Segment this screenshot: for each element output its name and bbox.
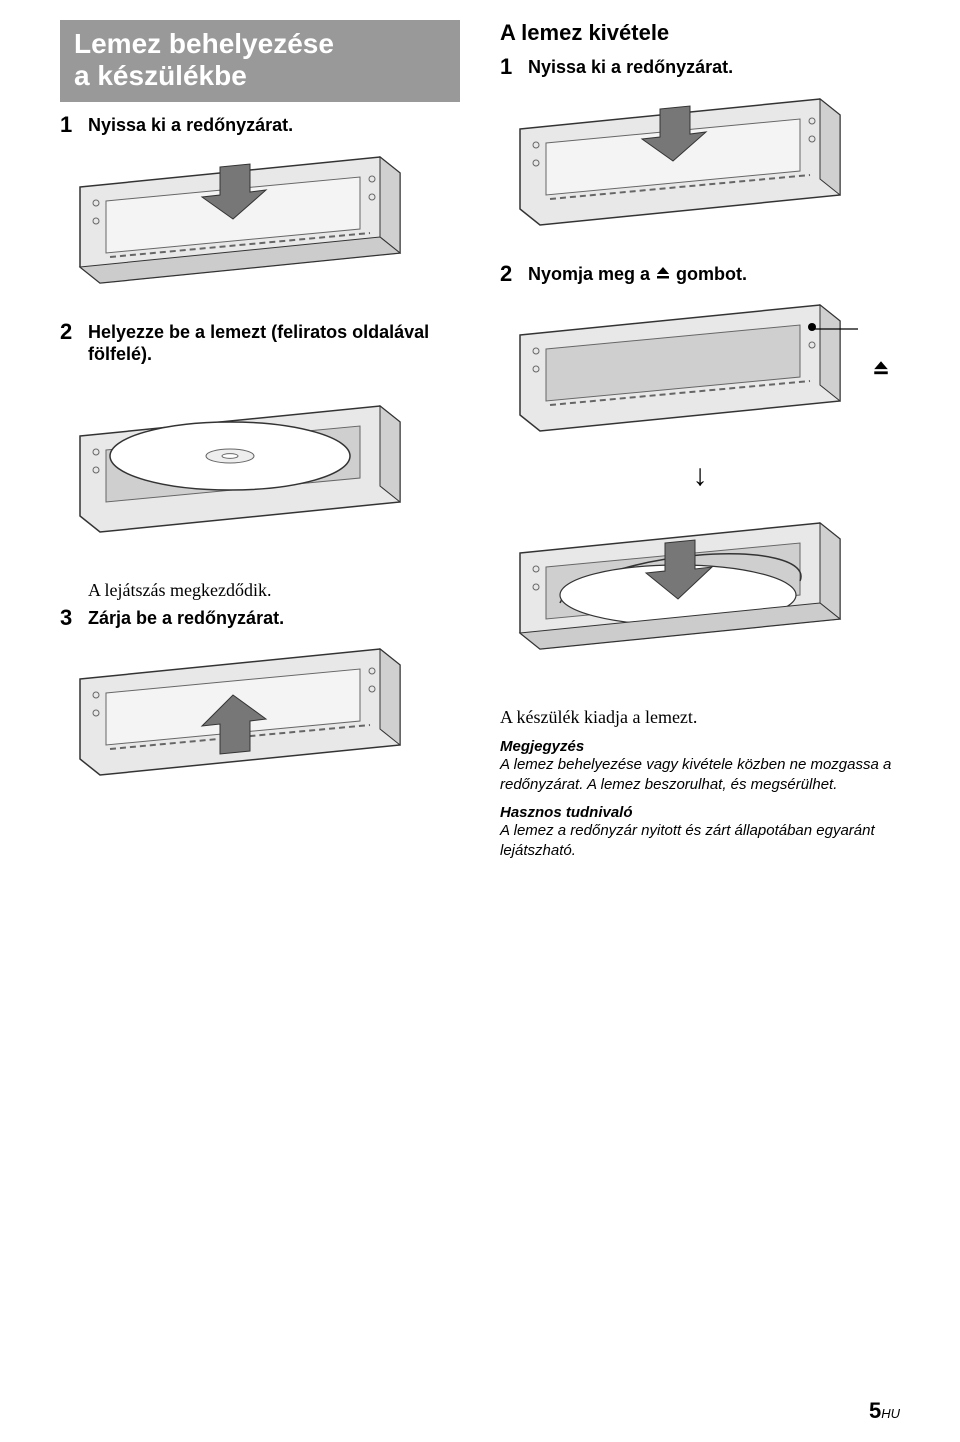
step-number: 2 [500,263,518,285]
left-step-2: 2 Helyezze be a lemezt (feliratos oldalá… [60,321,460,366]
device-illustration-disc-ejecting [500,503,900,683]
device-illustration-insert-disc [60,376,460,556]
step-number: 3 [60,607,78,629]
step-text: Nyissa ki a redőnyzárat. [528,56,733,79]
step-number: 2 [60,321,78,343]
playback-starts-text: A lejátszás megkezdődik. [88,580,460,601]
page-lang: HU [881,1406,900,1421]
page-footer: 5HU [869,1398,900,1424]
eject-icon [655,265,671,281]
device-illustration-open-shutter [500,89,900,239]
step-text-post: gombot. [671,264,747,284]
note-body-1: A lemez behelyezése vagy kivétele közben… [500,755,900,794]
step-number: 1 [500,56,518,78]
main-columns: Lemez behelyezése a készülékbe 1 Nyissa … [60,20,900,860]
right-step-1: 1 Nyissa ki a redőnyzárat. [500,56,900,79]
title-block: Lemez behelyezése a készülékbe [60,20,460,102]
right-step-2: 2 Nyomja meg a gombot. [500,263,900,286]
device-illustration-shutter-down [60,147,460,297]
left-step-3: 3 Zárja be a redőnyzárat. [60,607,460,630]
title-line-2: a készülékbe [74,60,446,92]
step-number: 1 [60,114,78,136]
eject-icon-callout [872,357,890,383]
note-title-2: Hasznos tudnivaló [500,804,900,821]
step-text: Nyissa ki a redőnyzárat. [88,114,293,137]
page-number: 5 [869,1398,881,1423]
step-text: Helyezze be a lemezt (feliratos oldaláva… [88,321,460,366]
step-text: Nyomja meg a gombot. [528,263,747,286]
device-illustration-press-eject [500,295,900,445]
note-body-2: A lemez a redőnyzár nyitott és zárt álla… [500,821,900,860]
left-step-1: 1 Nyissa ki a redőnyzárat. [60,114,460,137]
note-title-1: Megjegyzés [500,738,900,755]
left-column: Lemez behelyezése a készülékbe 1 Nyissa … [60,20,460,860]
device-ejects-text: A készülék kiadja a lemezt. [500,707,900,728]
title-line-1: Lemez behelyezése [74,28,446,60]
step-text-pre: Nyomja meg a [528,264,655,284]
step-text: Zárja be a redőnyzárat. [88,607,284,630]
device-illustration-shutter-up [60,639,460,789]
right-heading: A lemez kivétele [500,20,900,46]
down-arrow-icon: ↓ [500,459,900,493]
right-column: A lemez kivétele 1 Nyissa ki a redőnyzár… [500,20,900,860]
